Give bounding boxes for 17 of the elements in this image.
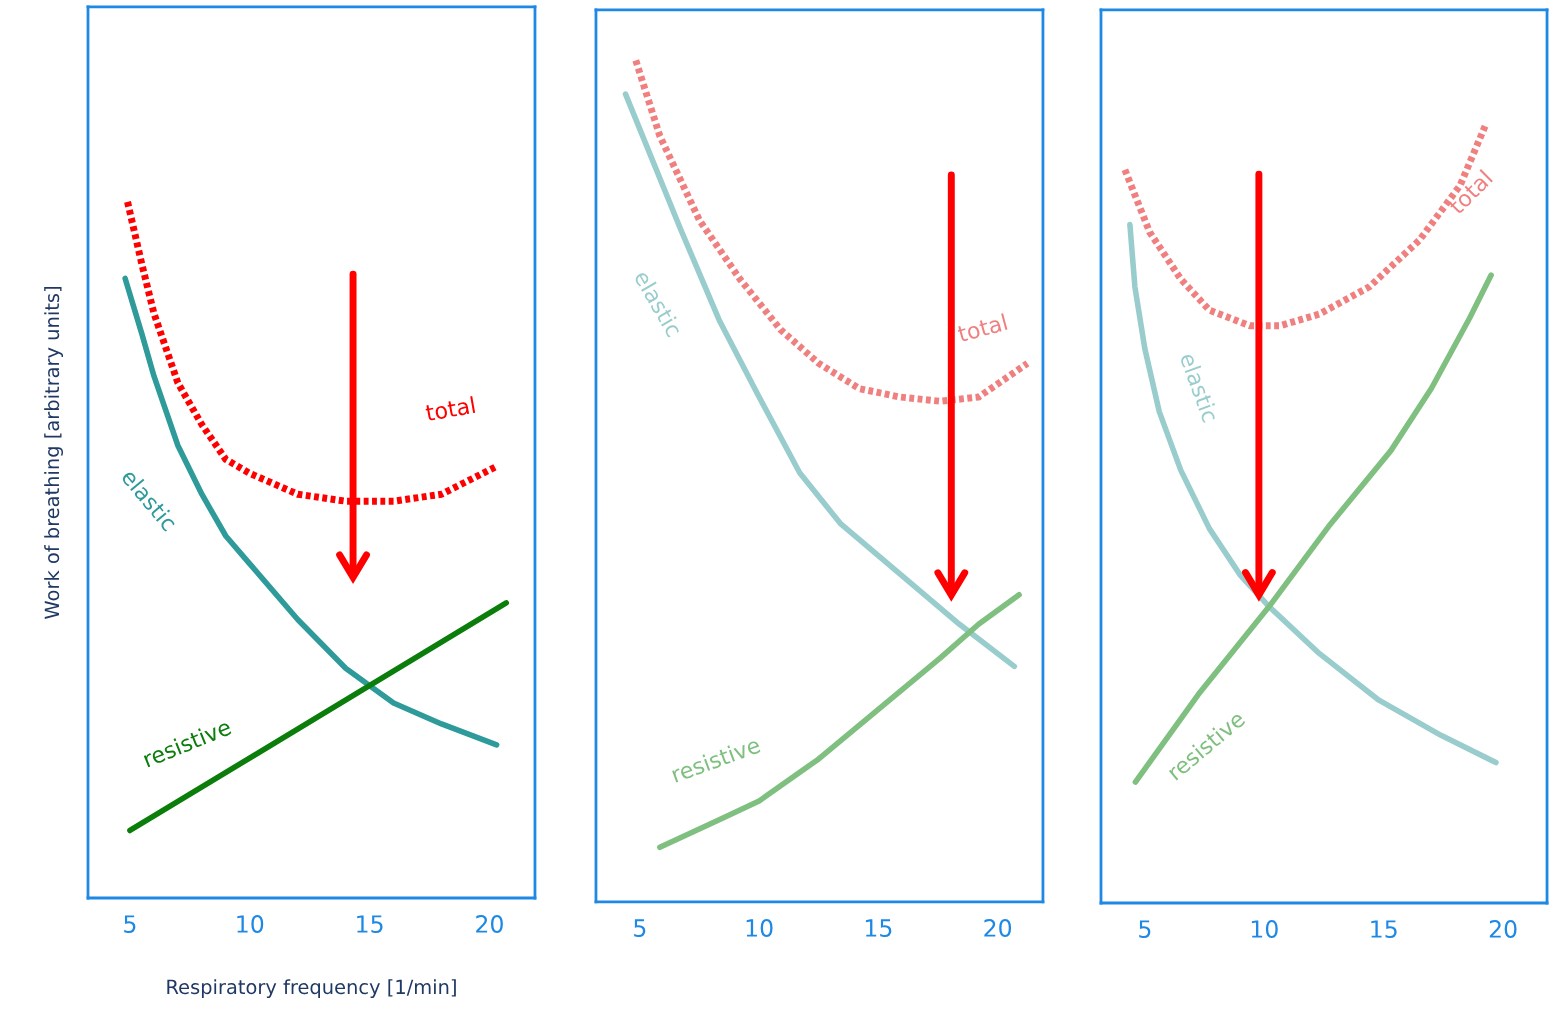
x-tick-label: 5 bbox=[124, 915, 136, 933]
x-tick-label: 20 bbox=[984, 919, 1012, 937]
text: total bbox=[424, 396, 476, 422]
x-tick-label: 15 bbox=[1371, 920, 1397, 938]
x-tick-label: 10 bbox=[746, 919, 773, 937]
x-tick-label: 10 bbox=[237, 915, 264, 933]
x-tick-label: 5 bbox=[634, 919, 646, 937]
x-tick-label: 10 bbox=[1251, 920, 1278, 938]
x-tick-label: 15 bbox=[357, 915, 383, 933]
y-axis-title: Work of breathing [arbitrary units] bbox=[44, 287, 63, 619]
x-tick-label: 15 bbox=[865, 919, 892, 937]
x-tick-label: 20 bbox=[1489, 920, 1517, 938]
x-tick-label: 5 bbox=[1139, 920, 1151, 938]
x-axis-title: Respiratory frequency [1/min] bbox=[167, 979, 456, 998]
text: total bbox=[956, 313, 1008, 343]
text: elastic bbox=[1179, 351, 1220, 424]
x-tick-label: 20 bbox=[476, 915, 503, 933]
